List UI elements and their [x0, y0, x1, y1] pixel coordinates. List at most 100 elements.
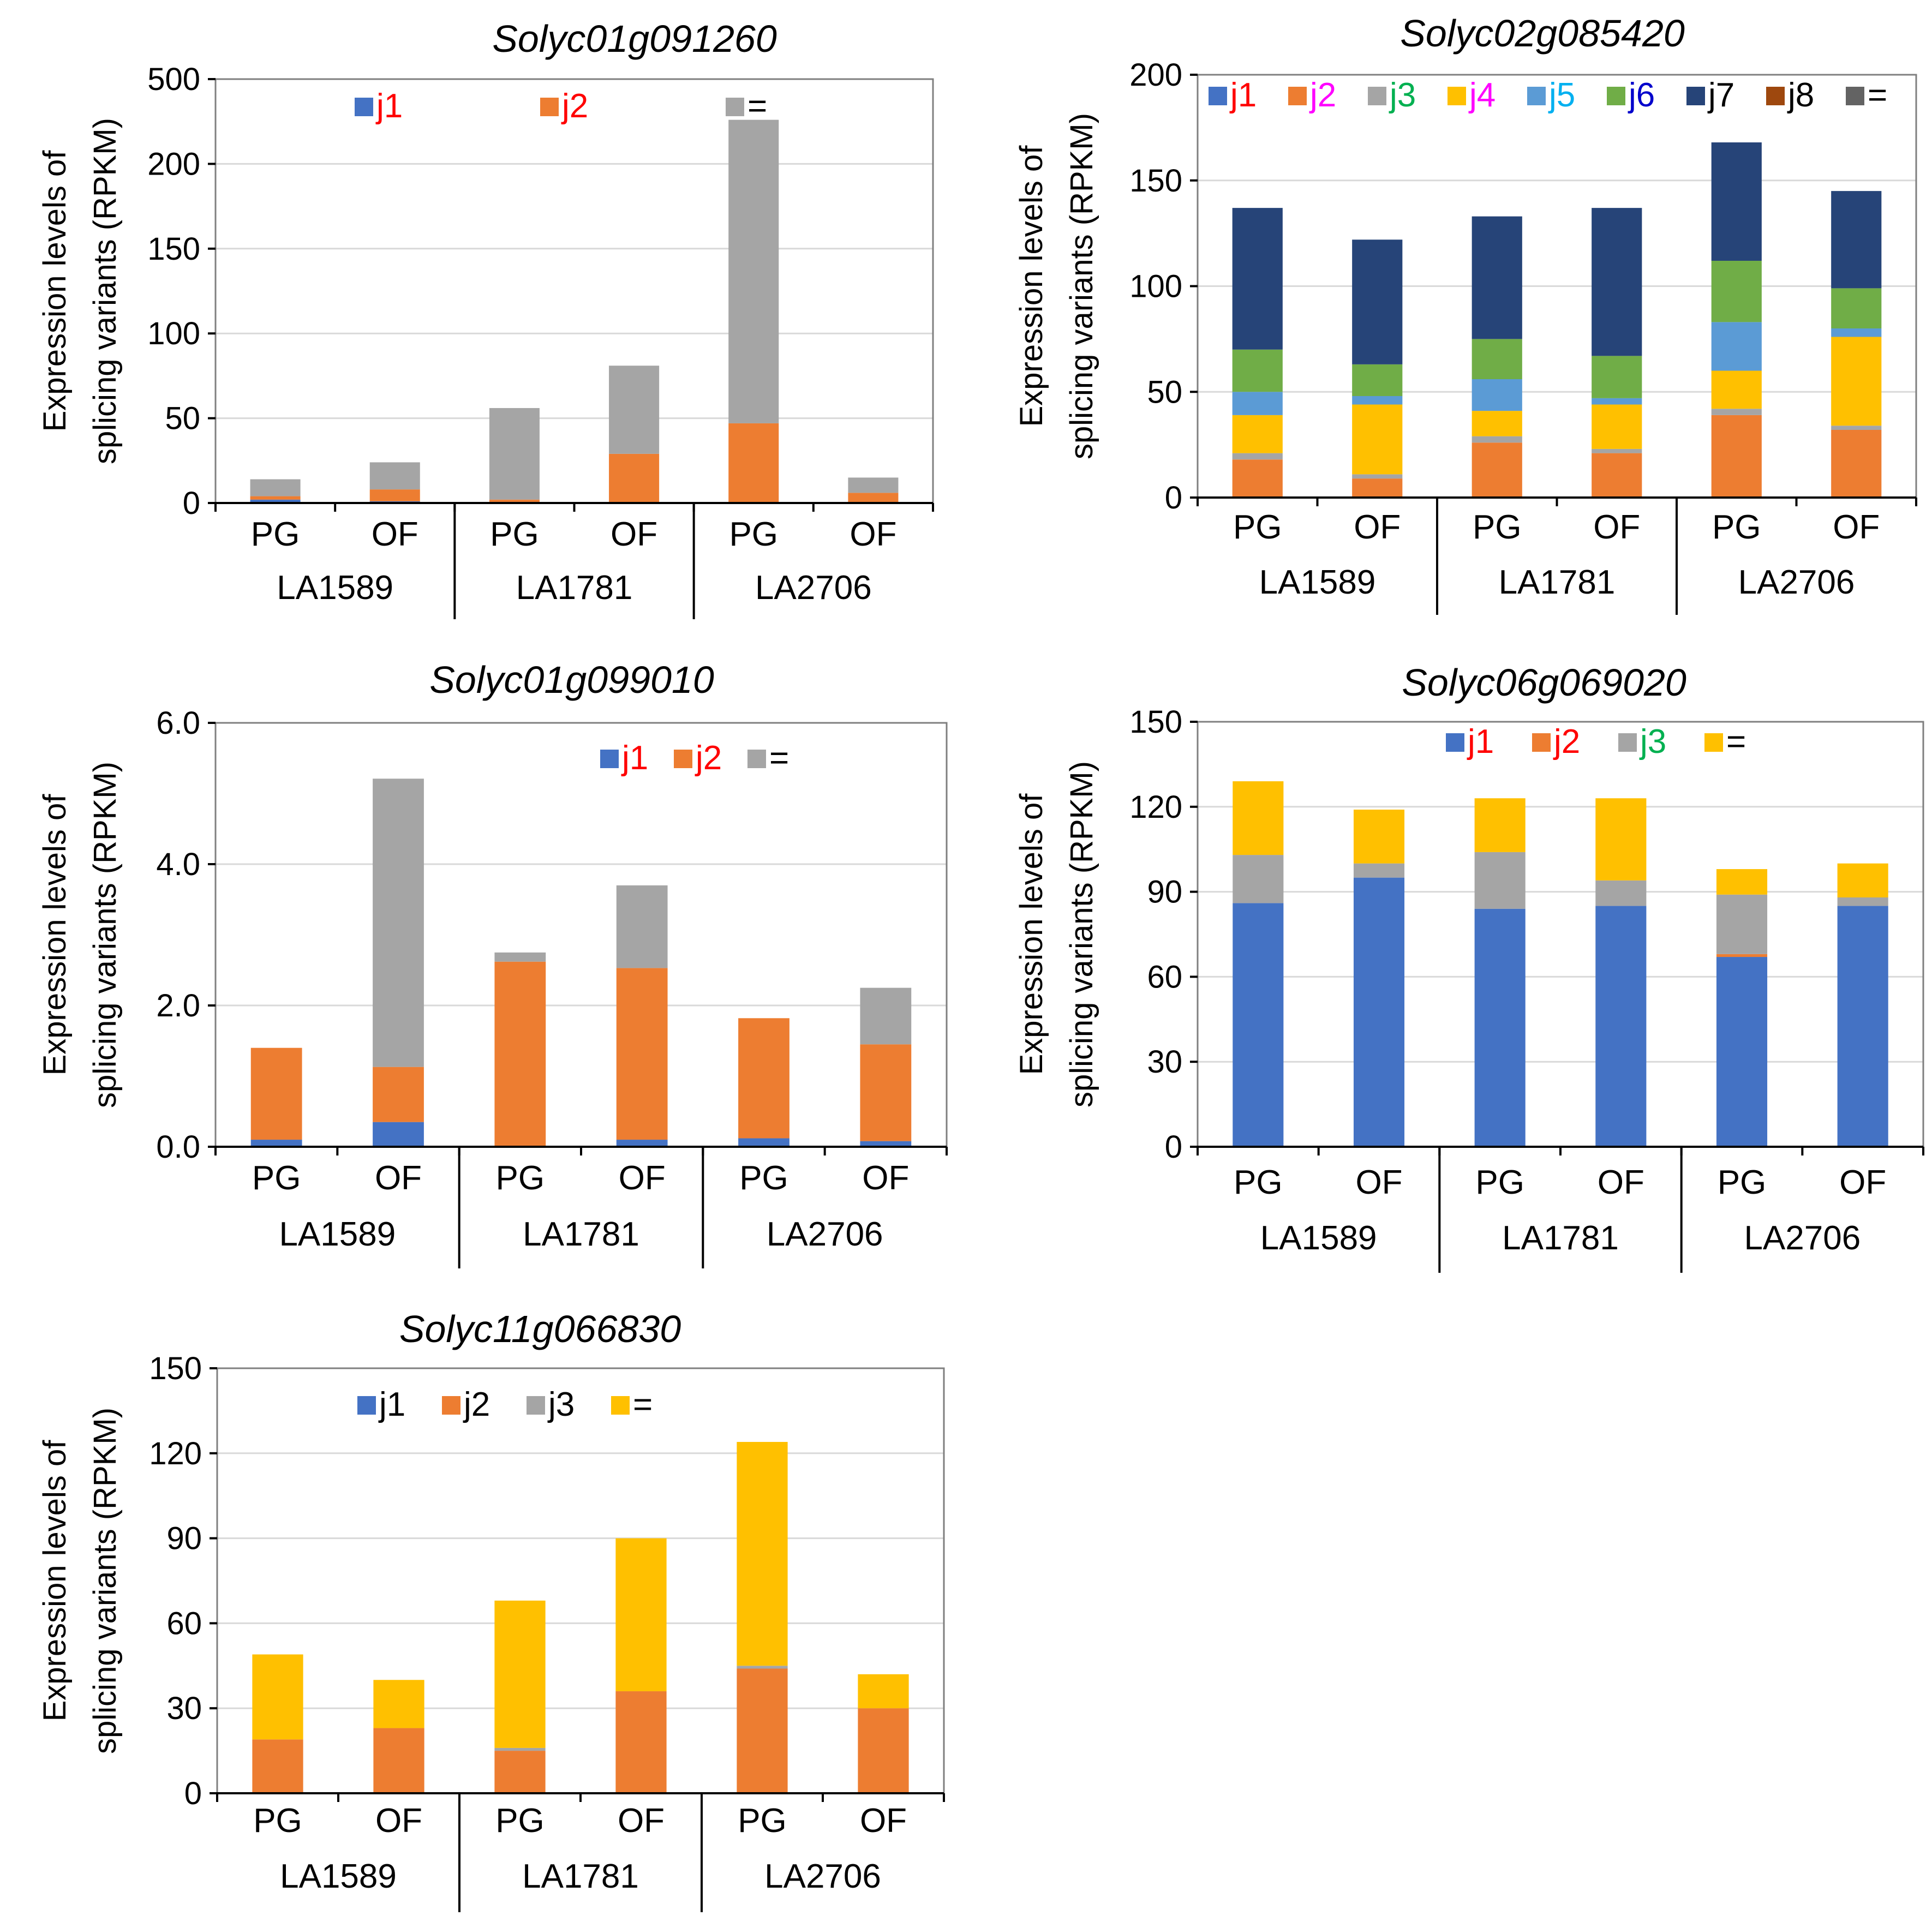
bar-segment [1831, 288, 1882, 328]
bar-segment [860, 1141, 912, 1147]
bar-segment [1711, 142, 1762, 261]
category-label: PG [1475, 1164, 1524, 1201]
bar-segment [373, 779, 424, 1067]
category-label: OF [1354, 508, 1401, 546]
chart-title: Solyc11g066830 [399, 1308, 681, 1350]
chart-panel-2: Solyc02g085420 0 50 100 150 200 Expression lev… [1014, 12, 1917, 615]
bar-segment [1472, 436, 1522, 443]
category-label: PG [1718, 1164, 1767, 1201]
legend: j1 j2 j3 = [357, 1386, 653, 1423]
bar-segment [1352, 239, 1403, 364]
legend-swatch [1446, 733, 1464, 752]
y-tick-label: 0 [184, 1776, 202, 1811]
bar-segment [1353, 877, 1405, 1147]
bar-segment [1474, 908, 1526, 1147]
bar-segment [1592, 453, 1642, 498]
y-tick-label: 200 [147, 146, 200, 182]
bar-segment [616, 1140, 668, 1147]
y-axis-title: Expression levels of [37, 794, 73, 1076]
y-tick-label: 50 [165, 401, 200, 436]
bar-segment [373, 1680, 424, 1728]
legend-swatch [1704, 733, 1723, 752]
bar-segment [1831, 191, 1882, 289]
bar-segment [1474, 798, 1526, 852]
bar-segment [369, 489, 420, 501]
y-tick-label: 60 [1147, 959, 1182, 995]
bar-segment [858, 1708, 909, 1793]
bar-segment [848, 493, 899, 503]
bar-segment [1233, 903, 1284, 1147]
legend-label: j1 [375, 87, 403, 125]
y-tick-label: 120 [1129, 789, 1182, 825]
legend-swatch [355, 98, 373, 116]
bar-segment [1837, 863, 1888, 897]
category-label: PG [1234, 1164, 1283, 1201]
category-label: OF [860, 1802, 907, 1840]
group-label: LA1589 [1259, 564, 1376, 601]
y-tick-label: 30 [166, 1691, 202, 1726]
bar-segment [1837, 897, 1888, 906]
chart-panel-4: Solyc06g069020 0 30 60 90 120 150 Expression le… [1014, 661, 1924, 1273]
plot-frame [1197, 721, 1924, 1148]
y-tick-label: 500 [147, 62, 200, 97]
bar-segment [1595, 798, 1647, 881]
bar-segment [860, 1044, 912, 1141]
category-label: PG [252, 1159, 301, 1197]
legend-swatch [1288, 87, 1307, 105]
legend-label: j2 [561, 87, 588, 125]
bar-segment [1592, 208, 1642, 356]
y-tick-label: 60 [166, 1606, 202, 1641]
legend-label: j1 [1467, 723, 1494, 761]
legend-label: j2 [463, 1386, 490, 1423]
category-label: PG [490, 516, 539, 553]
category-label: OF [862, 1159, 909, 1197]
legend-label: = [633, 1386, 653, 1423]
legend-swatch [611, 1396, 630, 1415]
legend-swatch [747, 750, 766, 768]
bar-segment [1352, 396, 1403, 405]
y-tick-label: 90 [166, 1521, 202, 1556]
y-tick-label: 150 [147, 231, 200, 267]
bar-segment [1592, 404, 1642, 449]
bar-segment [1353, 809, 1405, 864]
category-label: OF [375, 1802, 422, 1840]
category-label: PG [1473, 508, 1522, 546]
bar-segment [1232, 208, 1283, 350]
y-tick-label: 150 [1129, 163, 1182, 199]
bar-segment [1472, 442, 1522, 498]
group-label: LA2706 [1738, 564, 1855, 601]
legend: j1 j2 j3 = [1446, 723, 1746, 761]
category-label: OF [1593, 508, 1640, 546]
legend-swatch [1527, 87, 1546, 105]
bar-segment [373, 1122, 424, 1147]
bar-segment [1233, 855, 1284, 903]
legend-swatch [1532, 733, 1551, 752]
legend-swatch [1686, 87, 1705, 105]
group-label: LA1781 [523, 1216, 639, 1253]
legend-label: j1 [378, 1386, 405, 1423]
legend-label: j3 [1639, 723, 1666, 761]
bar-segment [494, 1747, 546, 1751]
category-label: PG [729, 516, 778, 553]
legend-label: j1 [621, 739, 648, 777]
bar-segment [737, 1666, 788, 1669]
category-label: OF [1839, 1164, 1886, 1201]
legend-swatch [1209, 87, 1227, 105]
y-tick-label: 30 [1147, 1044, 1182, 1080]
group-label: LA2706 [764, 1858, 881, 1895]
chart-title: Solyc02g085420 [1400, 12, 1685, 55]
bar-segment [489, 499, 540, 503]
legend-label: j8 [1787, 76, 1814, 114]
bar-segment [615, 1538, 667, 1692]
bar-segment [1232, 459, 1283, 498]
legend-label: j2 [695, 739, 722, 777]
category-label: OF [618, 1802, 665, 1840]
bar-segment [738, 1138, 789, 1147]
bar-segment [369, 462, 420, 490]
bar-segment [615, 1691, 667, 1793]
bar-segment [858, 1674, 909, 1709]
bar-segment [1831, 430, 1882, 498]
category-label: OF [1598, 1164, 1644, 1201]
category-label: PG [1712, 508, 1761, 546]
